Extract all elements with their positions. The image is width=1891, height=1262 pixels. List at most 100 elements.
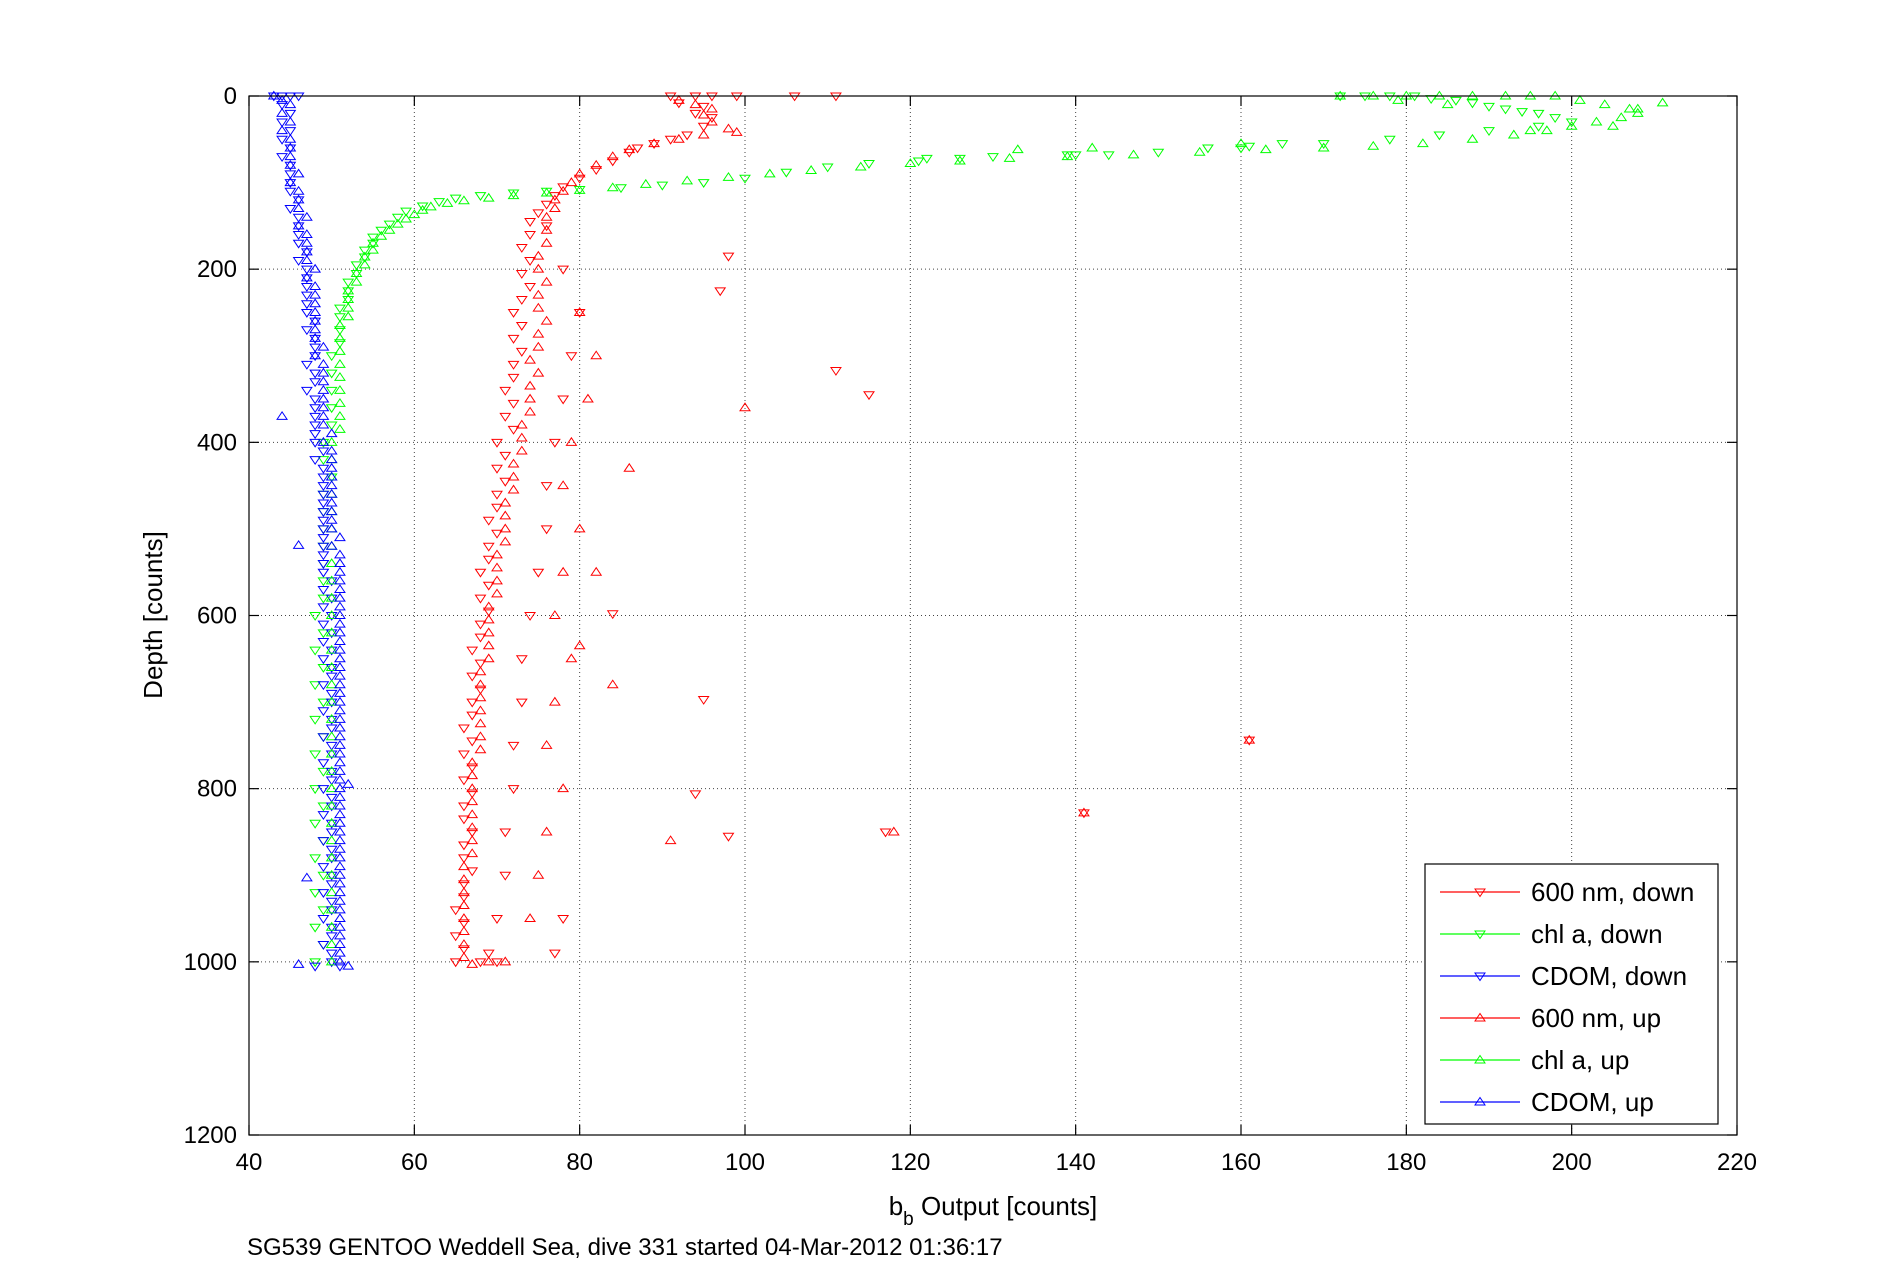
data-point <box>325 454 338 464</box>
data-point <box>317 436 330 446</box>
data-point <box>524 612 537 621</box>
data-point <box>284 179 297 188</box>
series-cdom-up <box>267 90 355 970</box>
series-600-nm-up <box>457 94 1256 968</box>
data-point <box>325 592 338 602</box>
data-point <box>887 826 900 836</box>
data-point <box>309 343 322 353</box>
data-point <box>333 688 346 697</box>
data-point <box>466 789 479 799</box>
data-point <box>1003 152 1016 162</box>
data-point <box>276 92 289 102</box>
data-point <box>730 126 743 136</box>
data-point <box>317 551 330 561</box>
data-point <box>499 412 512 422</box>
data-point <box>524 218 537 227</box>
data-point <box>317 473 330 483</box>
data-point <box>540 224 553 234</box>
data-point <box>524 406 537 416</box>
data-point <box>1499 90 1512 100</box>
data-point <box>408 209 421 219</box>
data-point <box>333 601 346 611</box>
data-point <box>333 662 346 671</box>
data-point <box>325 835 338 845</box>
data-point <box>457 880 470 890</box>
data-point <box>482 640 495 650</box>
data-point <box>482 601 495 611</box>
data-point <box>664 835 677 845</box>
data-point <box>317 508 330 518</box>
data-point <box>532 328 545 338</box>
data-point <box>499 536 512 546</box>
data-point <box>1532 109 1545 119</box>
data-point <box>325 575 338 585</box>
data-point <box>317 490 330 500</box>
data-point <box>416 204 429 214</box>
data-point <box>499 477 512 487</box>
data-point <box>681 175 694 185</box>
data-point <box>292 220 305 230</box>
data-point <box>416 202 429 212</box>
data-point <box>474 958 487 968</box>
data-point <box>333 713 346 723</box>
legend-label: CDOM, down <box>1531 961 1687 991</box>
data-point <box>400 213 413 223</box>
data-point <box>300 326 313 336</box>
data-point <box>532 568 545 578</box>
y-tick-label: 0 <box>224 83 237 110</box>
data-point <box>466 757 479 767</box>
data-point <box>491 575 503 585</box>
data-point <box>333 956 346 966</box>
data-point <box>300 211 313 221</box>
data-point <box>457 893 470 903</box>
data-point <box>333 339 346 349</box>
data-point <box>383 224 396 234</box>
data-point <box>1466 90 1479 100</box>
data-point <box>325 817 338 827</box>
y-tick-label: 600 <box>197 603 237 630</box>
data-point <box>540 200 553 210</box>
data-point <box>1383 92 1396 102</box>
data-point <box>540 276 553 286</box>
data-point <box>1540 125 1553 135</box>
data-point <box>342 778 355 788</box>
data-point <box>284 159 297 169</box>
data-point <box>722 123 735 133</box>
data-point <box>367 239 379 249</box>
data-point <box>333 791 346 801</box>
data-point <box>466 809 479 819</box>
data-point <box>317 568 330 578</box>
data-point <box>284 161 297 171</box>
data-point <box>333 913 346 923</box>
data-point <box>499 386 512 396</box>
data-point <box>631 144 644 154</box>
data-point <box>573 168 586 178</box>
data-point <box>466 770 479 780</box>
data-point <box>730 92 743 102</box>
data-point <box>457 900 470 910</box>
data-point <box>474 568 487 578</box>
data-point <box>317 464 330 474</box>
data-point <box>1317 142 1330 152</box>
data-point <box>292 196 305 206</box>
data-point <box>309 281 322 290</box>
data-point <box>317 698 330 708</box>
data-point <box>722 832 735 842</box>
x-tick-label: 100 <box>725 1149 765 1176</box>
data-point <box>1449 96 1462 106</box>
data-point <box>276 101 289 111</box>
data-point <box>284 170 297 180</box>
data-point <box>491 529 503 539</box>
data-point <box>333 930 346 940</box>
data-point <box>863 160 875 169</box>
data-point <box>317 594 330 604</box>
data-point <box>325 906 338 916</box>
data-point <box>276 125 289 135</box>
data-point <box>491 503 503 513</box>
data-point <box>466 959 479 968</box>
data-point <box>333 843 346 853</box>
data-point <box>1383 135 1396 145</box>
data-point <box>300 308 313 318</box>
data-point <box>325 523 338 533</box>
y-axis-title: Depth [counts] <box>138 531 168 699</box>
